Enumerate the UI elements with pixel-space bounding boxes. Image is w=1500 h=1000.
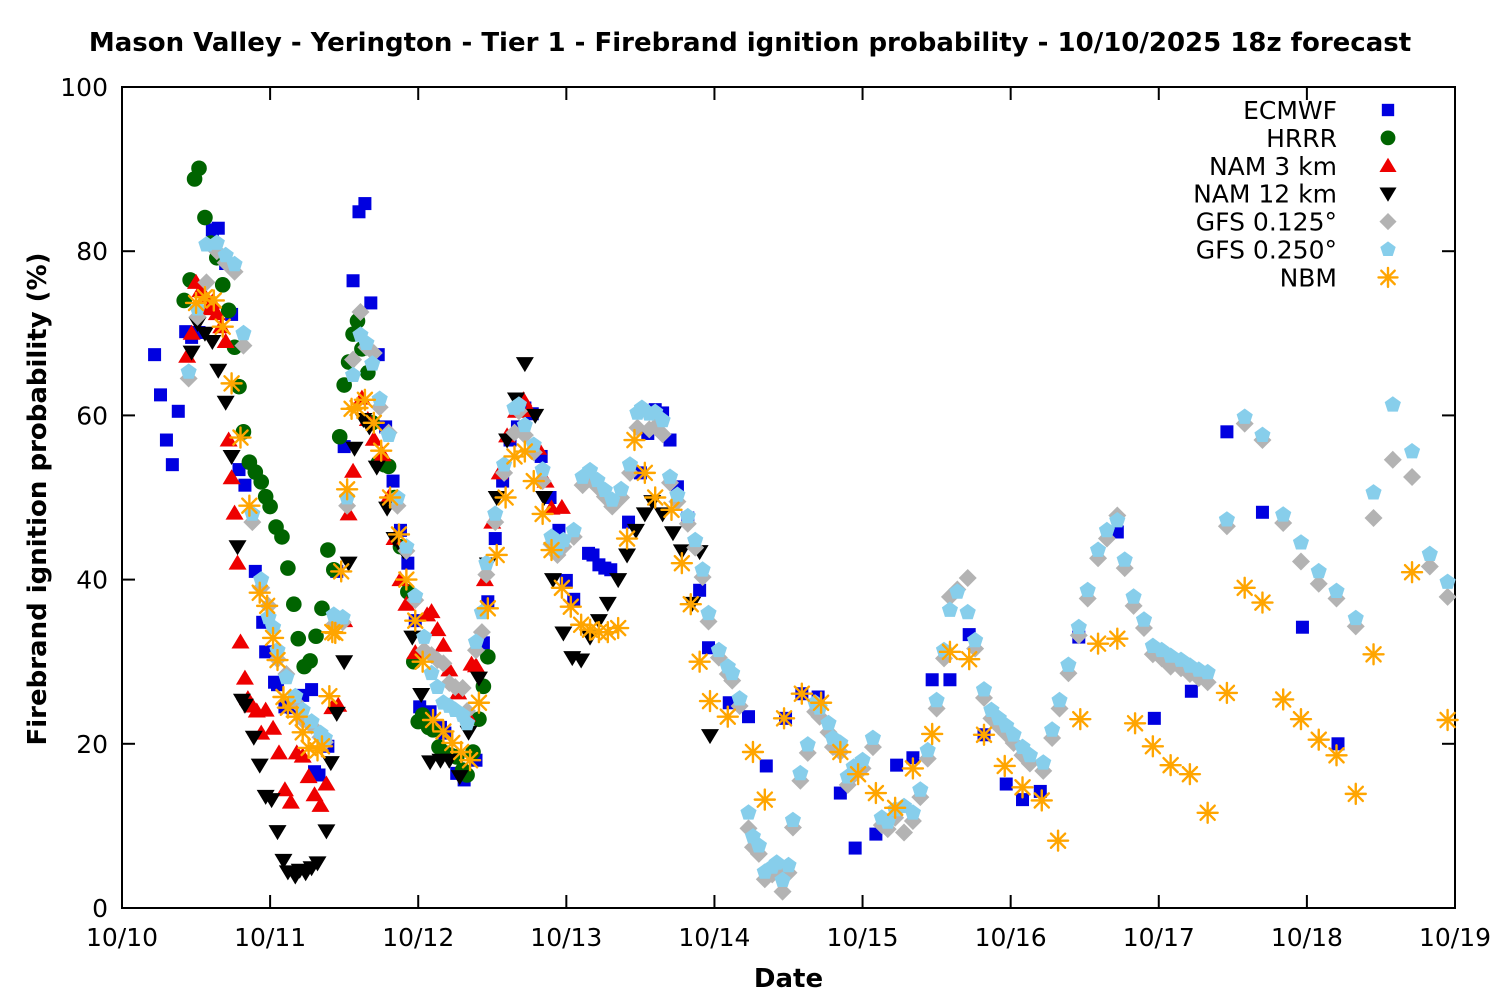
y-tick-label: 100 bbox=[60, 73, 108, 102]
series-ecmwf bbox=[148, 197, 1345, 855]
legend-label: GFS 0.250° bbox=[1196, 236, 1337, 265]
legend-label: NBM bbox=[1280, 263, 1337, 292]
legend-label: ECMWF bbox=[1243, 96, 1337, 125]
series-nbm bbox=[184, 285, 1459, 852]
series-nam-12-km bbox=[182, 316, 720, 885]
legend-item-gfs-0-250: GFS 0.250° bbox=[1196, 236, 1396, 265]
series-gfs-0-250 bbox=[180, 234, 1456, 887]
legend-item-nbm: NBM bbox=[1280, 263, 1399, 292]
y-tick-label: 80 bbox=[76, 237, 108, 266]
x-tick-label: 10/14 bbox=[678, 923, 750, 952]
y-tick-label: 20 bbox=[76, 730, 108, 759]
x-tick-label: 10/15 bbox=[827, 923, 899, 952]
x-tick-label: 10/13 bbox=[530, 923, 602, 952]
x-axis-label: Date bbox=[753, 964, 824, 994]
legend-label: NAM 3 km bbox=[1209, 152, 1337, 181]
legend-label: HRRR bbox=[1266, 124, 1337, 153]
y-tick-label: 40 bbox=[76, 566, 108, 595]
chart-title: Mason Valley - Yerington - Tier 1 - Fire… bbox=[88, 28, 1412, 58]
legend-item-nam-3-km: NAM 3 km bbox=[1209, 152, 1397, 181]
legend-label: NAM 12 km bbox=[1193, 180, 1337, 209]
x-tick-label: 10/10 bbox=[86, 923, 158, 952]
legend-label: GFS 0.125° bbox=[1196, 208, 1337, 237]
legend-item-ecmwf: ECMWF bbox=[1243, 96, 1395, 125]
y-tick-label: 0 bbox=[92, 894, 108, 923]
x-tick-label: 10/11 bbox=[234, 923, 306, 952]
legend-item-gfs-0-125: GFS 0.125° bbox=[1196, 208, 1397, 237]
plot-border bbox=[121, 86, 1456, 909]
y-axis-ticks: 0 20 40 60 80 100 bbox=[60, 73, 1455, 923]
x-tick-label: 10/12 bbox=[382, 923, 454, 952]
x-tick-label: 10/19 bbox=[1419, 923, 1491, 952]
legend-item-hrrr: HRRR bbox=[1266, 124, 1396, 153]
legend-item-nam-12-km: NAM 12 km bbox=[1193, 180, 1397, 209]
y-tick-label: 60 bbox=[76, 401, 108, 430]
x-tick-label: 10/16 bbox=[975, 923, 1047, 952]
x-tick-label: 10/17 bbox=[1123, 923, 1195, 952]
x-axis-ticks: 10/10 10/11 10/12 10/13 10/14 10/15 10/16 10/17… bbox=[86, 87, 1491, 952]
x-tick-label: 10/18 bbox=[1271, 923, 1343, 952]
